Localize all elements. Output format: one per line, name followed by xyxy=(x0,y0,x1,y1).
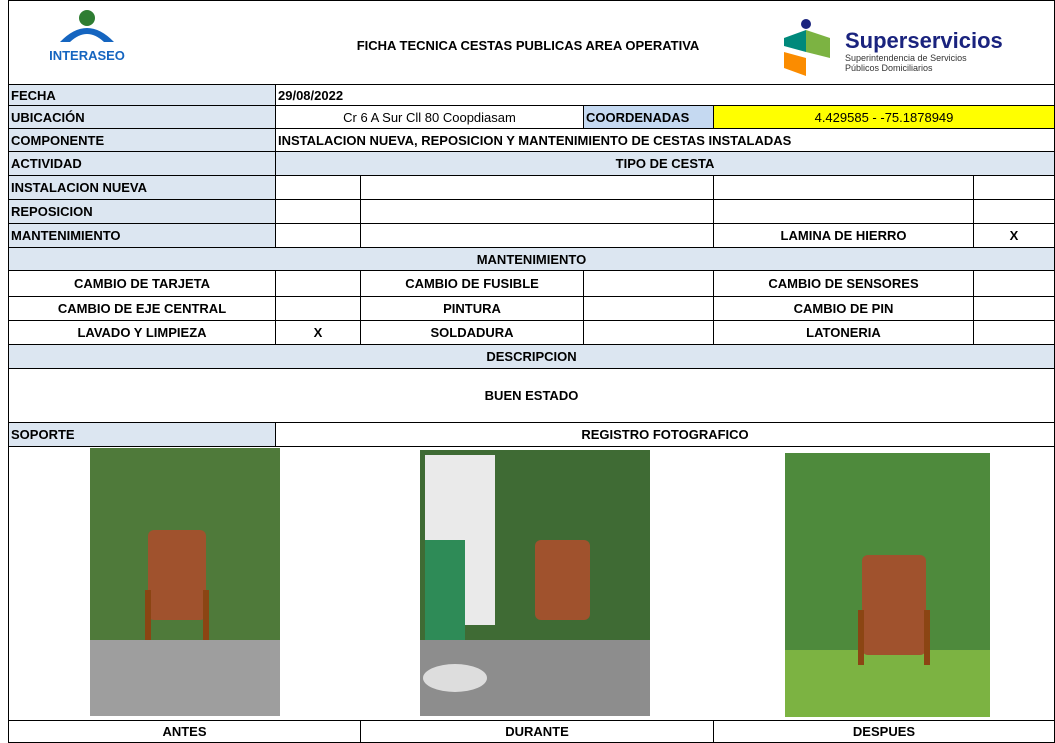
label: CAMBIO DE SENSORES xyxy=(713,270,974,297)
cell: X xyxy=(973,223,1055,248)
value: 29/08/2022 xyxy=(275,84,1055,106)
empty-cell xyxy=(275,296,361,321)
cell: Cr 6 A Sur Cll 80 Coopdiasam xyxy=(275,105,584,129)
label: INSTALACION NUEVA xyxy=(8,175,276,200)
cell: LAMINA DE HIERRO xyxy=(713,223,974,248)
empty-cell xyxy=(583,270,714,297)
label: UBICACIÓN xyxy=(8,105,276,129)
empty-cell xyxy=(973,175,1055,200)
empty-cell xyxy=(275,270,361,297)
label: CAMBIO DE TARJETA xyxy=(8,270,276,297)
label: CAMBIO DE EJE CENTRAL xyxy=(8,296,276,321)
empty-cell xyxy=(275,175,361,200)
caption: DURANTE xyxy=(360,720,714,743)
label: CAMBIO DE PIN xyxy=(713,296,974,321)
value: 4.429585 - -75.1878949 xyxy=(713,105,1055,129)
label: MANTENIMIENTO xyxy=(8,223,276,248)
label: ACTIVIDAD xyxy=(8,151,276,176)
label: LATONERIA xyxy=(713,320,974,345)
caption: DESPUES xyxy=(713,720,1055,743)
photo-area xyxy=(8,446,1055,721)
label: FECHA xyxy=(8,84,276,106)
empty-cell xyxy=(360,175,714,200)
empty-cell xyxy=(973,199,1055,224)
caption: ANTES xyxy=(8,720,361,743)
header-cell: TIPO DE CESTA xyxy=(275,151,1055,176)
value: INSTALACION NUEVA, REPOSICION Y MANTENIM… xyxy=(275,128,1055,152)
label: CAMBIO DE FUSIBLE xyxy=(360,270,584,297)
header-cell: MANTENIMIENTO xyxy=(8,247,1055,271)
title: FICHA TECNICA CESTAS PUBLICAS AREA OPERA… xyxy=(356,38,700,53)
header-cell: DESCRIPCION xyxy=(8,344,1055,369)
empty-cell xyxy=(973,320,1055,345)
empty-cell xyxy=(275,223,361,248)
label: SOPORTE xyxy=(8,422,276,447)
label: PINTURA xyxy=(360,296,584,321)
empty-cell xyxy=(360,199,714,224)
empty-cell xyxy=(360,223,714,248)
value: BUEN ESTADO xyxy=(8,368,1055,423)
cell: X xyxy=(275,320,361,345)
label: COORDENADAS xyxy=(583,105,714,129)
empty-cell xyxy=(583,320,714,345)
header-cell: REGISTRO FOTOGRAFICO xyxy=(275,422,1055,447)
label: LAVADO Y LIMPIEZA xyxy=(8,320,276,345)
empty-cell xyxy=(583,296,714,321)
empty-cell xyxy=(713,199,974,224)
label: COMPONENTE xyxy=(8,128,276,152)
empty-cell xyxy=(973,270,1055,297)
empty-cell xyxy=(973,296,1055,321)
label: SOLDADURA xyxy=(360,320,584,345)
empty-cell xyxy=(713,175,974,200)
label: REPOSICION xyxy=(8,199,276,224)
empty-cell xyxy=(275,199,361,224)
